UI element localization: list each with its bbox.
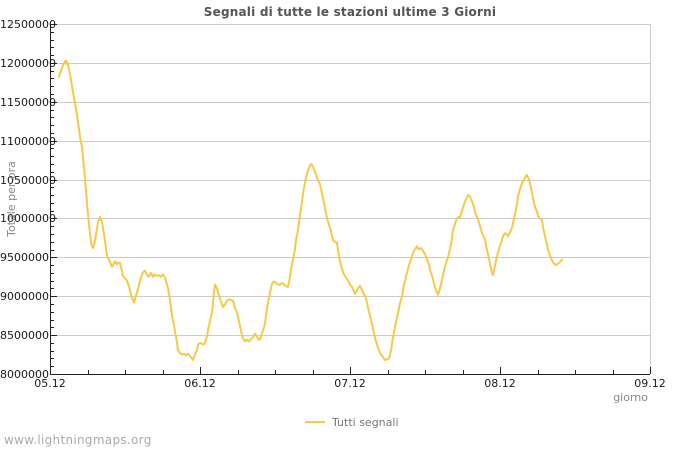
legend-line-swatch bbox=[305, 421, 325, 423]
legend: Tutti segnali bbox=[305, 415, 399, 429]
legend-label: Tutti segnali bbox=[332, 415, 399, 429]
y-tick-label: 12000000 bbox=[0, 56, 56, 70]
y-tick-label: 11500000 bbox=[0, 95, 56, 109]
x-axis-title: giorno bbox=[613, 391, 648, 404]
y-tick-label: 9500000 bbox=[0, 251, 49, 265]
y-tick-label: 11000000 bbox=[0, 134, 56, 148]
x-tick-label: 09.12 bbox=[634, 377, 666, 390]
y-tick-label: 12500000 bbox=[0, 18, 56, 31]
y-tick-label: 9000000 bbox=[0, 290, 49, 304]
chart-title: Segnali di tutte le stazioni ultime 3 Gi… bbox=[203, 5, 497, 19]
x-tick-label: 06.12 bbox=[184, 377, 216, 390]
x-tick-label: 05.12 bbox=[34, 377, 66, 390]
y-tick-label: 10000000 bbox=[0, 212, 56, 226]
y-axis-title: Totale per ora bbox=[5, 161, 18, 237]
y-tick-label: 8000000 bbox=[0, 368, 49, 381]
site-watermark: www.lightningmaps.org bbox=[4, 433, 152, 447]
x-tick-label: 08.12 bbox=[484, 377, 516, 390]
x-tick-label: 07.12 bbox=[334, 377, 366, 390]
y-tick-label: 10500000 bbox=[0, 173, 56, 187]
series-tutti-segnali-line bbox=[58, 59, 563, 361]
y-tick-label: 8500000 bbox=[0, 329, 49, 343]
